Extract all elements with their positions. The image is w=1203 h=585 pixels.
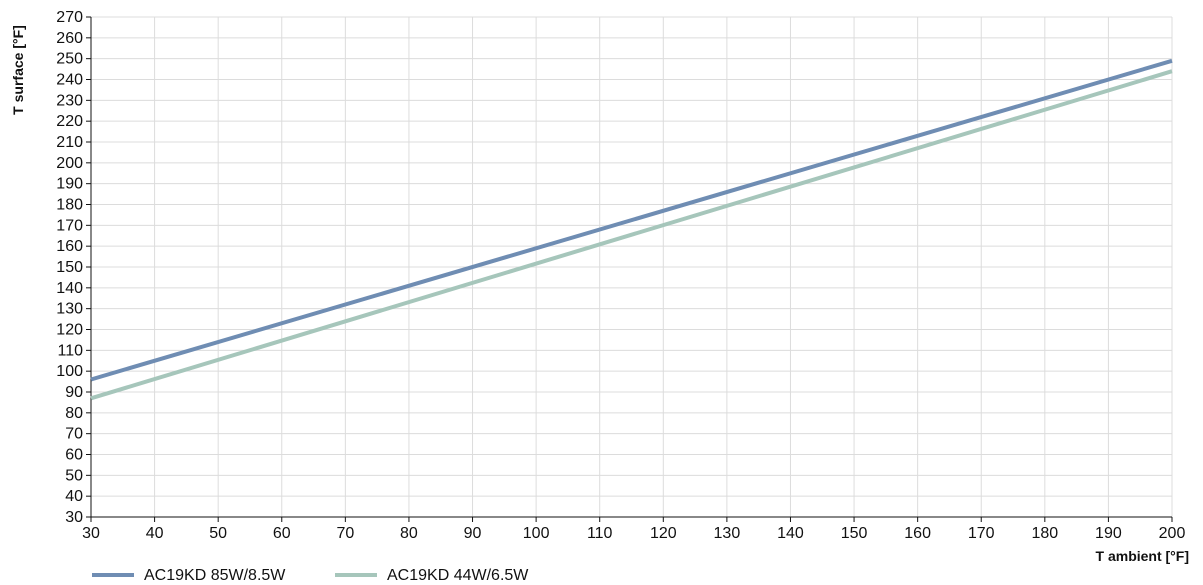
legend: AC19KD 85W/8.5W AC19KD 44W/6.5W — [92, 567, 529, 584]
y-tick-label: 160 — [56, 238, 83, 255]
y-tick-label: 270 — [56, 9, 83, 26]
y-tick-label: 140 — [56, 280, 83, 297]
y-tick-label: 170 — [56, 217, 83, 234]
x-tick-label: 170 — [968, 525, 995, 542]
axes — [86, 16, 1173, 522]
x-tick-label: 130 — [714, 525, 741, 542]
x-tick-label: 30 — [82, 525, 100, 542]
legend-label: AC19KD 44W/6.5W — [387, 567, 529, 584]
grid — [91, 16, 1173, 517]
y-tick-label: 200 — [56, 155, 83, 172]
y-tick-label: 60 — [65, 447, 83, 464]
x-tick-label: 120 — [650, 525, 677, 542]
y-tick-label: 90 — [65, 384, 83, 401]
legend-item-1: AC19KD 85W/8.5W — [92, 567, 286, 584]
series-line-2 — [90, 69, 1173, 401]
y-tick-label: 220 — [56, 113, 83, 130]
y-tick-label: 100 — [56, 363, 83, 380]
series-lines — [90, 58, 1173, 401]
y-tick-label: 80 — [65, 405, 83, 422]
y-tick-label: 30 — [65, 509, 83, 526]
y-tick-label: 50 — [65, 467, 83, 484]
x-tick-label: 200 — [1159, 525, 1186, 542]
y-tick-label: 150 — [56, 259, 83, 276]
y-tick-label: 250 — [56, 51, 83, 68]
y-tick-label: 120 — [56, 322, 83, 339]
x-tick-label: 50 — [209, 525, 227, 542]
x-tick-label: 140 — [777, 525, 804, 542]
y-tick-label: 110 — [57, 342, 83, 359]
y-tick-label: 260 — [56, 30, 83, 47]
y-tick-label: 70 — [65, 426, 83, 443]
x-tick-label: 40 — [146, 525, 164, 542]
x-tick-label: 110 — [587, 525, 613, 542]
x-tick-label: 180 — [1031, 525, 1058, 542]
x-tick-label: 80 — [400, 525, 418, 542]
x-tick-label: 160 — [904, 525, 931, 542]
y-tick-label: 180 — [56, 197, 83, 214]
x-tick-label: 60 — [273, 525, 291, 542]
y-axis-title: T surface [°F] — [10, 25, 26, 115]
y-tick-label: 210 — [56, 134, 83, 151]
x-tick-label: 150 — [841, 525, 868, 542]
legend-label: AC19KD 85W/8.5W — [144, 567, 286, 584]
y-tick-label: 40 — [65, 488, 83, 505]
tick-labels: 30 40 50 60 70 80 90 100 110 120 130 140 150 160 170 18… — [56, 9, 1185, 542]
y-tick-label: 230 — [56, 92, 83, 109]
y-tick-label: 240 — [56, 72, 83, 89]
y-tick-label: 190 — [56, 176, 83, 193]
legend-item-2: AC19KD 44W/6.5W — [335, 567, 529, 584]
x-axis-title: T ambient [°F] — [1096, 548, 1189, 564]
x-tick-label: 70 — [336, 525, 354, 542]
x-tick-label: 190 — [1095, 525, 1122, 542]
x-tick-label: 100 — [523, 525, 550, 542]
y-tick-label: 130 — [56, 301, 83, 318]
series-line-1 — [90, 58, 1173, 382]
x-tick-label: 90 — [464, 525, 482, 542]
